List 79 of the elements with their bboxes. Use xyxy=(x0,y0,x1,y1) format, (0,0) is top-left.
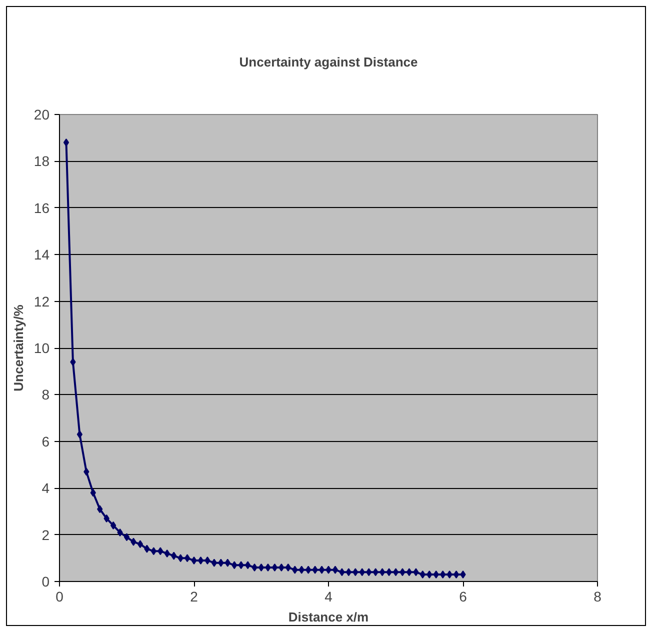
y-tick-label: 12 xyxy=(34,293,50,310)
point xyxy=(379,568,386,576)
point xyxy=(90,488,96,497)
point xyxy=(386,568,392,576)
point xyxy=(312,566,318,574)
x-tick-label: 0 xyxy=(56,588,64,604)
point xyxy=(318,566,325,574)
point xyxy=(224,558,230,567)
point xyxy=(285,563,291,572)
point xyxy=(400,568,406,576)
point xyxy=(97,505,103,514)
point xyxy=(204,556,210,564)
point xyxy=(359,568,365,576)
point xyxy=(238,561,244,570)
point xyxy=(352,568,358,576)
point xyxy=(460,570,466,578)
point xyxy=(326,566,332,574)
point xyxy=(339,568,345,576)
point xyxy=(170,552,177,560)
point xyxy=(305,566,312,574)
y-tick-label: 6 xyxy=(42,433,50,450)
point xyxy=(366,568,372,576)
y-tick-label: 2 xyxy=(42,526,50,543)
y-tick-label: 4 xyxy=(42,480,50,496)
point xyxy=(124,533,130,542)
point xyxy=(130,538,136,546)
y-tick-label: 10 xyxy=(34,340,50,356)
chart-title: Uncertainty against Distance xyxy=(239,54,418,70)
point xyxy=(453,570,460,578)
point xyxy=(272,563,278,572)
y-axis-title: Uncertainty/% xyxy=(10,304,26,392)
point xyxy=(392,568,399,576)
x-axis-title: Distance x/m xyxy=(288,610,369,624)
point xyxy=(278,563,284,572)
x-tick-label: 2 xyxy=(190,588,198,604)
point xyxy=(150,547,156,556)
point xyxy=(332,566,338,574)
point xyxy=(292,566,298,574)
point xyxy=(158,547,164,556)
point xyxy=(211,558,218,567)
point xyxy=(164,549,170,558)
point xyxy=(110,521,116,530)
point xyxy=(76,430,83,438)
point xyxy=(298,566,304,574)
point xyxy=(144,544,150,553)
point xyxy=(232,561,238,570)
point xyxy=(413,568,419,576)
point xyxy=(265,563,271,572)
y-tick-label: 16 xyxy=(34,200,50,216)
point xyxy=(84,468,90,476)
point xyxy=(433,570,439,578)
point xyxy=(137,540,144,548)
point xyxy=(184,554,190,562)
x-tick-label: 6 xyxy=(459,588,468,604)
y-tick-label: 14 xyxy=(34,246,50,263)
point xyxy=(63,138,70,147)
y-tick-label: 18 xyxy=(34,153,50,170)
point xyxy=(346,568,352,576)
point xyxy=(178,554,184,562)
y-tick-label: 20 xyxy=(34,106,50,122)
point xyxy=(191,556,197,564)
point xyxy=(258,563,264,572)
point xyxy=(218,558,224,567)
point xyxy=(406,568,412,576)
point xyxy=(372,568,378,576)
point xyxy=(104,514,110,522)
x-tick-label: 4 xyxy=(324,588,333,604)
point xyxy=(198,556,204,564)
point xyxy=(440,570,446,578)
y-tick-label: 0 xyxy=(42,574,50,590)
point xyxy=(117,528,123,536)
point xyxy=(70,358,76,366)
point xyxy=(244,561,251,570)
x-tick-label: 8 xyxy=(594,588,602,604)
y-tick-label: 8 xyxy=(42,386,50,403)
point xyxy=(252,563,258,572)
point xyxy=(420,570,426,578)
point xyxy=(446,570,452,578)
point xyxy=(426,570,432,578)
